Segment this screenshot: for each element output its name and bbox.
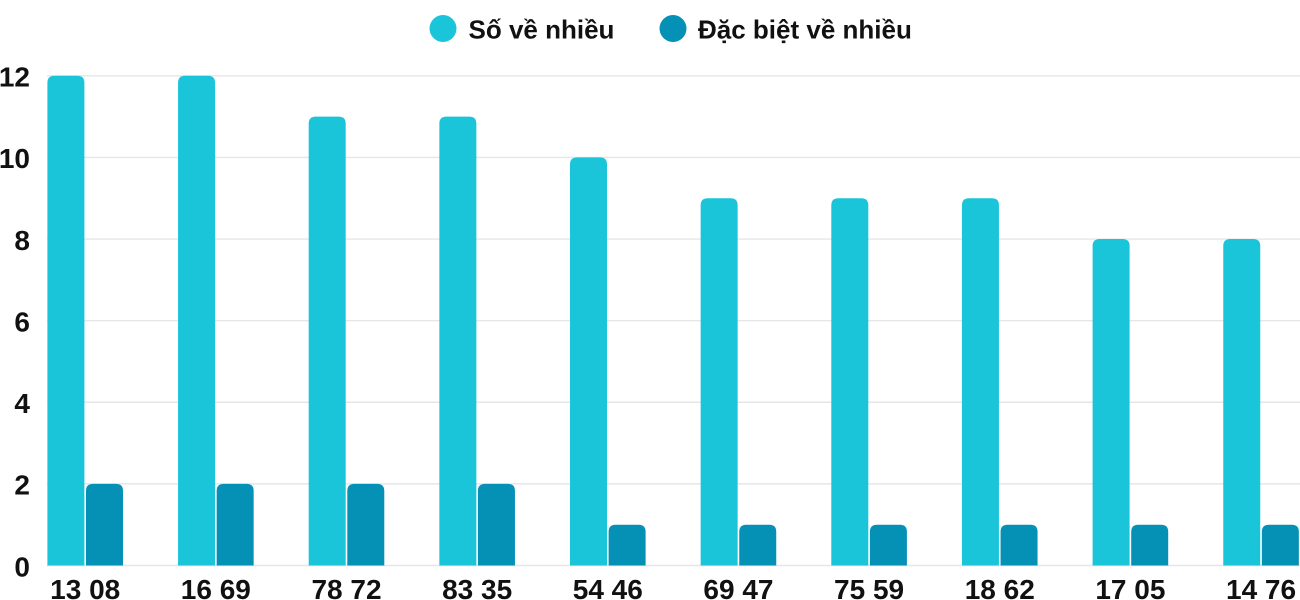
svg-text:8: 8: [14, 225, 30, 256]
svg-text:54 46: 54 46: [573, 574, 643, 600]
svg-text:78 72: 78 72: [311, 574, 381, 600]
svg-text:13 08: 13 08: [50, 574, 120, 600]
svg-text:69 47: 69 47: [703, 574, 773, 600]
svg-text:Số về nhiều: Số về nhiều: [469, 15, 615, 45]
svg-text:14 76: 14 76: [1226, 574, 1296, 600]
svg-text:0: 0: [14, 551, 30, 582]
svg-text:16 69: 16 69: [181, 574, 251, 600]
svg-text:2: 2: [14, 470, 30, 501]
svg-text:6: 6: [14, 306, 30, 337]
svg-text:83 35: 83 35: [442, 574, 512, 600]
svg-text:18 62: 18 62: [965, 574, 1035, 600]
svg-text:17 05: 17 05: [1095, 574, 1165, 600]
svg-text:75 59: 75 59: [834, 574, 904, 600]
svg-text:12: 12: [0, 62, 30, 93]
svg-text:10: 10: [0, 143, 30, 174]
svg-text:Đặc biệt về nhiều: Đặc biệt về nhiều: [698, 15, 912, 45]
svg-text:4: 4: [14, 388, 30, 419]
